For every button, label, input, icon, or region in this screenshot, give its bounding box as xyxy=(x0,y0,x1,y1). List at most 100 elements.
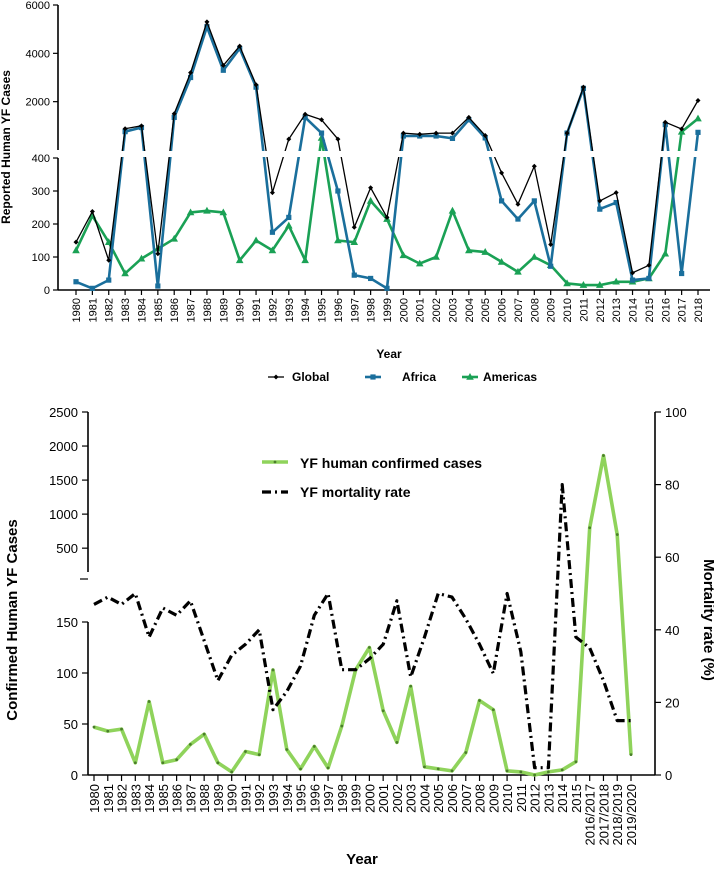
data-point-global xyxy=(89,208,95,214)
x-tick-label: 2019/2020 xyxy=(624,784,639,845)
data-point-americas xyxy=(399,251,408,259)
data-point-confirmed-cases xyxy=(299,767,302,771)
data-point-africa xyxy=(613,199,619,206)
x-tick-label: 1994 xyxy=(300,298,312,322)
x-tick-label: 1995 xyxy=(294,784,309,813)
x-tick-label: 1982 xyxy=(104,298,116,322)
x-tick-label: 2014 xyxy=(555,784,570,813)
data-point-africa xyxy=(531,198,537,204)
x-tick-label: 2017 xyxy=(677,298,689,322)
data-point-africa xyxy=(629,277,636,283)
data-point-global xyxy=(630,270,636,276)
x-tick-label: 2008 xyxy=(473,784,488,813)
data-point-global xyxy=(449,130,455,136)
data-point-confirmed-cases xyxy=(409,684,413,688)
legend-item-africa: Africa xyxy=(365,370,436,384)
y-tick-label: 400 xyxy=(32,153,50,165)
data-point-confirmed-cases xyxy=(312,745,316,748)
y-right-tick-label: 80 xyxy=(665,478,679,493)
series-global xyxy=(73,19,701,276)
data-point-confirmed-cases xyxy=(133,761,137,765)
data-point-global xyxy=(335,136,341,142)
data-point-confirmed-cases xyxy=(491,708,495,712)
axis-break-gap xyxy=(59,151,711,157)
x-tick-label: 1991 xyxy=(238,784,253,813)
data-point-global xyxy=(171,111,177,117)
y-tick-label: 200 xyxy=(32,219,50,231)
data-point-africa xyxy=(204,24,210,30)
x-tick-label: 1999 xyxy=(349,784,364,813)
x-tick-label: 2009 xyxy=(486,784,501,813)
x-tick-label: 1990 xyxy=(235,298,247,322)
data-point-confirmed-cases xyxy=(230,770,234,774)
x-tick-label: 1993 xyxy=(266,784,281,813)
y-left-tick-label: 1500 xyxy=(49,473,78,488)
data-point-global xyxy=(269,190,275,196)
data-point-confirmed-cases xyxy=(519,770,523,774)
data-point-americas xyxy=(350,238,359,245)
data-point-confirmed-cases xyxy=(120,727,123,731)
legend-item-americas: Americas xyxy=(462,370,537,384)
data-point-africa xyxy=(384,285,390,291)
y-left-tick-label: 2500 xyxy=(49,405,78,420)
data-point-confirmed-cases xyxy=(478,699,481,702)
data-point-americas xyxy=(170,234,179,242)
x-tick-label: 1996 xyxy=(307,784,322,813)
series-line-americas xyxy=(74,117,699,287)
x-tick-label: 1989 xyxy=(211,784,226,813)
data-point-africa xyxy=(155,283,161,289)
data-point-global xyxy=(286,136,292,142)
data-point-americas xyxy=(448,206,457,214)
data-point-confirmed-cases xyxy=(505,769,509,773)
x-tick-label: 2007 xyxy=(459,784,474,813)
y-right-tick-label: 100 xyxy=(665,405,687,420)
x-tick-label: 2017/2018 xyxy=(596,784,611,845)
data-point-americas xyxy=(661,249,670,257)
data-point-global xyxy=(237,43,243,49)
data-point-americas xyxy=(497,257,506,265)
data-point-americas xyxy=(465,246,473,254)
data-point-confirmed-cases xyxy=(285,748,289,751)
x-tick-label: 1999 xyxy=(382,298,394,322)
x-tick-label: 1994 xyxy=(280,784,295,813)
x-tick-label: 2011 xyxy=(578,298,590,322)
data-point-confirmed-cases xyxy=(202,732,206,736)
data-point-global xyxy=(384,214,390,220)
data-point-global xyxy=(580,84,586,90)
x-tick-label: 2004 xyxy=(464,298,476,322)
data-point-global xyxy=(417,131,423,137)
y-tick-label: 2000 xyxy=(26,97,50,109)
data-point-americas xyxy=(219,208,228,216)
legend-swatch-marker xyxy=(273,460,277,464)
x-tick-label: 2004 xyxy=(417,784,432,813)
data-point-global xyxy=(319,117,325,123)
data-point-global xyxy=(204,19,210,25)
data-point-americas xyxy=(415,259,424,267)
y-tick-label: 0 xyxy=(44,285,50,297)
data-point-americas xyxy=(235,256,244,264)
x-tick-label: 1984 xyxy=(136,298,148,322)
data-point-americas xyxy=(612,277,620,285)
x-tick-label: 1980 xyxy=(87,784,102,813)
x-tick-label: 1992 xyxy=(267,298,279,322)
data-point-americas xyxy=(72,246,80,254)
y-left-tick-label: 50 xyxy=(64,717,78,732)
data-point-americas xyxy=(186,208,195,216)
data-point-americas xyxy=(481,248,490,255)
x-tick-label: 1988 xyxy=(202,298,214,322)
x-tick-label: 1986 xyxy=(169,298,181,322)
y-left-tick-label: 0 xyxy=(71,768,78,783)
data-point-global xyxy=(695,97,701,103)
data-point-americas xyxy=(121,269,129,277)
series-confirmed-cases xyxy=(92,453,633,777)
data-point-americas xyxy=(694,114,702,122)
data-point-confirmed-cases xyxy=(92,725,96,729)
data-point-africa xyxy=(318,130,325,136)
data-point-confirmed-cases xyxy=(175,758,179,762)
x-tick-label: 2016/2017 xyxy=(583,784,598,845)
x-tick-label: 1987 xyxy=(183,784,198,813)
x-tick-label: 1986 xyxy=(170,784,185,813)
data-point-global xyxy=(400,130,406,136)
series-line-mortality-rate xyxy=(93,482,631,770)
